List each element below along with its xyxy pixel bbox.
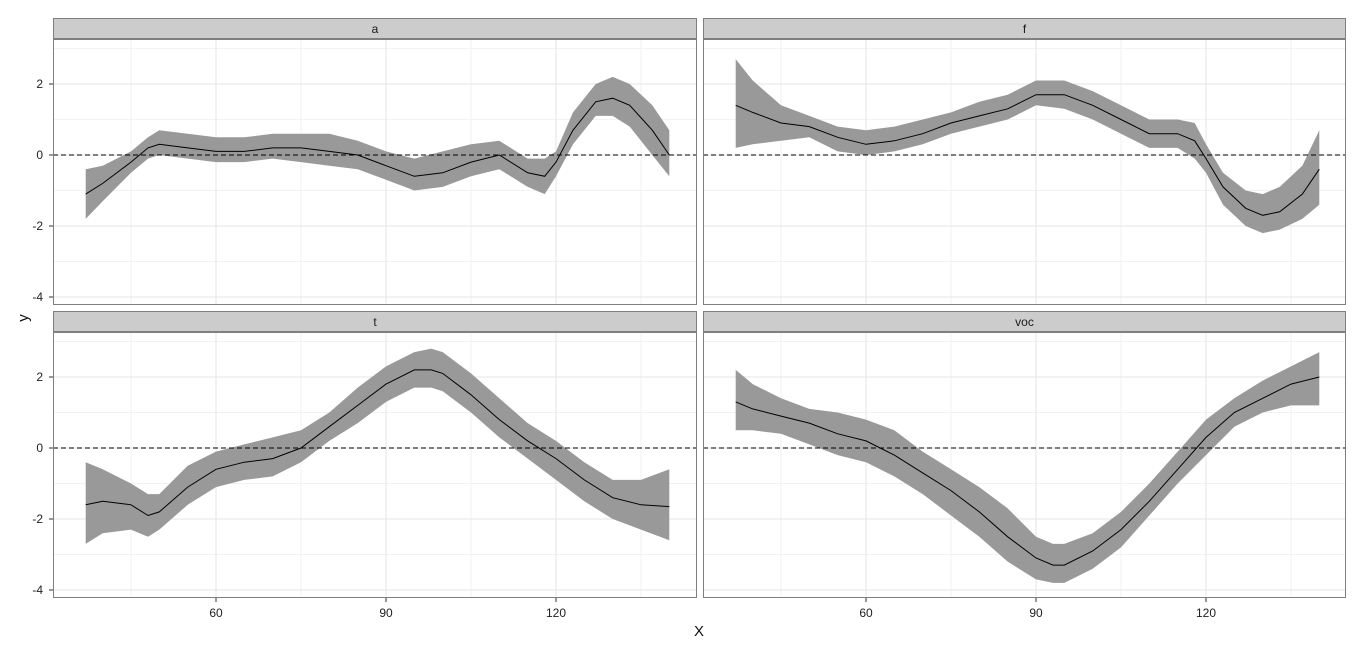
facet-panel-f: f [703,18,1346,305]
x-tick-label: 90 [379,606,393,620]
x-tick-label: 90 [1029,606,1043,620]
facet-strip-label: f [1023,22,1027,36]
facet-strip-voc [703,311,1346,332]
x-tick-label: 120 [1196,606,1216,620]
facet-strip-t [53,311,697,332]
x-tick-label: 60 [209,606,223,620]
panel-border [53,332,697,598]
y-tick-label: 0 [36,441,43,455]
smooth-line-t [85,369,670,517]
confidence-ribbon-a [85,76,670,219]
confidence-ribbon-f [735,59,1320,234]
facet-strip-label: a [372,22,379,36]
smooth-line-a [85,97,670,195]
facet-panel-t: t -4 -2 0 2 60 90 120 [32,311,697,620]
y-tick-label: 2 [36,370,43,384]
confidence-ribbon-voc [735,352,1320,583]
facet-strip-label: voc [1015,315,1034,329]
y-axis-title: y [15,314,32,322]
panel-border [53,39,697,305]
x-axis-title: X [694,623,704,640]
facet-strip-label: t [373,315,377,329]
y-tick-label: -4 [32,583,43,597]
panel-background [703,39,1346,305]
panel-background [53,332,697,598]
panel-border [703,39,1346,305]
facet-strip-a [53,18,697,39]
facet-panel-voc: voc 60 90 120 [703,311,1346,620]
y-tick-label: -4 [32,290,43,304]
x-tick-label: 120 [546,606,566,620]
confidence-ribbon-t [85,348,670,544]
facet-panel-a: a -4 -2 0 2 [32,18,697,305]
facet-strip-f [703,18,1346,39]
y-tick-label: 0 [36,148,43,162]
y-tick-label: -2 [32,219,43,233]
y-tick-label: -2 [32,512,43,526]
x-tick-label: 60 [859,606,873,620]
smooth-line-voc [735,376,1320,566]
y-tick-label: 2 [36,77,43,91]
smooth-line-f [735,94,1320,216]
panel-border [703,332,1346,598]
